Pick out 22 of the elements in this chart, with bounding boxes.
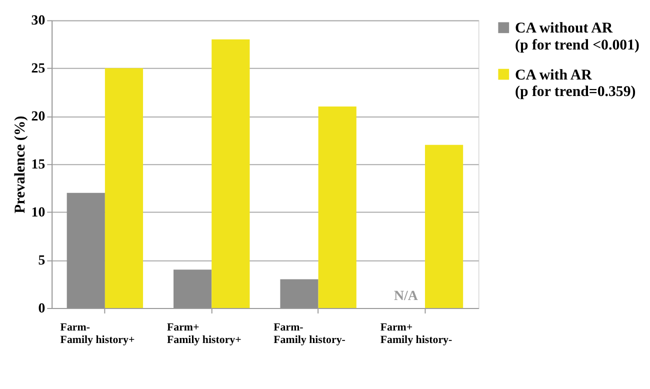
bar <box>66 192 105 308</box>
bar <box>424 144 464 308</box>
annotation: N/A <box>394 289 418 304</box>
bar <box>212 39 250 308</box>
bar <box>318 106 356 308</box>
y-tick-label: 15 <box>31 158 46 173</box>
y-tick-label: 20 <box>31 110 46 125</box>
bar <box>280 279 318 308</box>
bar <box>174 270 212 308</box>
legend-label: CA without AR (p for trend <0.001) <box>515 20 640 54</box>
y-tick-label: 0 <box>38 301 46 316</box>
x-tick-label: Farm+ Family history+ <box>166 321 242 346</box>
x-tick-label: Farm- Family history+ <box>60 321 135 346</box>
x-tick-label: Farm- Family history- <box>274 321 346 346</box>
y-tick-label: 25 <box>31 62 46 77</box>
y-axis-title: Prevalence (%) <box>12 116 28 214</box>
y-tick-label: 10 <box>31 206 46 221</box>
bar <box>104 68 144 308</box>
y-tick-label: 5 <box>38 254 46 268</box>
y-tick-label: 30 <box>31 14 46 29</box>
legend-label: CA with AR (p for trend=0.359) <box>515 67 636 100</box>
x-tick-label: Farm+ Family history- <box>380 321 452 346</box>
